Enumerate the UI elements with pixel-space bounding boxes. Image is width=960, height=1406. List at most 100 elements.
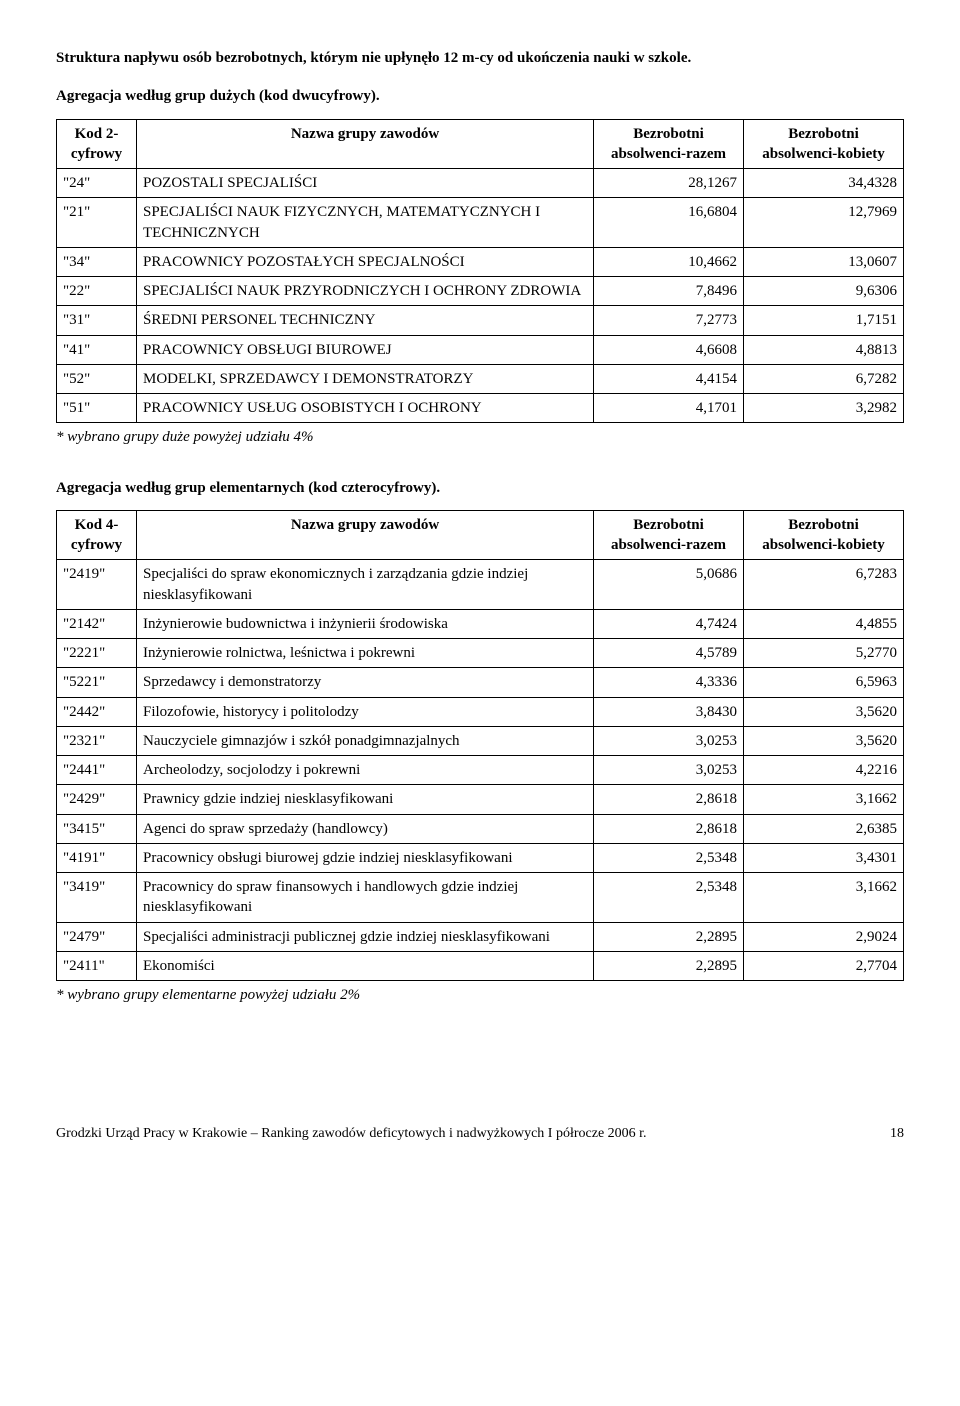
cell-name: Filozofowie, historycy i politolodzy [137, 697, 594, 726]
cell-code: "34" [57, 247, 137, 276]
cell-name: ŚREDNI PERSONEL TECHNICZNY [137, 306, 594, 335]
cell-name: Prawnicy gdzie indziej niesklasyfikowani [137, 785, 594, 814]
cell-code: "2221" [57, 639, 137, 668]
cell-razem: 4,5789 [594, 639, 744, 668]
table-row: "2441"Archeolodzy, socjolodzy i pokrewni… [57, 756, 904, 785]
cell-code: "4191" [57, 843, 137, 872]
table-2digit: Kod 2-cyfrowy Nazwa grupy zawodów Bezrob… [56, 119, 904, 424]
cell-code: "31" [57, 306, 137, 335]
cell-kobiety: 3,4301 [744, 843, 904, 872]
cell-code: "2321" [57, 726, 137, 755]
cell-razem: 5,0686 [594, 560, 744, 610]
cell-name: PRACOWNICY OBSŁUGI BIUROWEJ [137, 335, 594, 364]
cell-razem: 2,5348 [594, 843, 744, 872]
table-row: "24"POZOSTALI SPECJALIŚCI28,126734,4328 [57, 169, 904, 198]
cell-kobiety: 2,6385 [744, 814, 904, 843]
cell-razem: 10,4662 [594, 247, 744, 276]
cell-kobiety: 5,2770 [744, 639, 904, 668]
cell-kobiety: 2,7704 [744, 951, 904, 980]
cell-name: Specjaliści administracji publicznej gdz… [137, 922, 594, 951]
cell-kobiety: 13,0607 [744, 247, 904, 276]
table-row: "34"PRACOWNICY POZOSTAŁYCH SPECJALNOŚCI1… [57, 247, 904, 276]
table-row: "2142"Inżynierowie budownictwa i inżynie… [57, 609, 904, 638]
cell-name: PRACOWNICY POZOSTAŁYCH SPECJALNOŚCI [137, 247, 594, 276]
cell-code: "2479" [57, 922, 137, 951]
table-row: "2221"Inżynierowie rolnictwa, leśnictwa … [57, 639, 904, 668]
cell-name: SPECJALIŚCI NAUK PRZYRODNICZYCH I OCHRON… [137, 277, 594, 306]
table-row: "31"ŚREDNI PERSONEL TECHNICZNY7,27731,71… [57, 306, 904, 335]
cell-name: Sprzedawcy i demonstratorzy [137, 668, 594, 697]
cell-kobiety: 3,5620 [744, 697, 904, 726]
table-row: "2442"Filozofowie, historycy i politolod… [57, 697, 904, 726]
cell-razem: 3,0253 [594, 726, 744, 755]
cell-code: "3419" [57, 873, 137, 923]
cell-code: "21" [57, 198, 137, 248]
table-row: "2479"Specjaliści administracji publiczn… [57, 922, 904, 951]
table-row: "51"PRACOWNICY USŁUG OSOBISTYCH I OCHRON… [57, 394, 904, 423]
cell-razem: 3,8430 [594, 697, 744, 726]
table-row: "3415"Agenci do spraw sprzedaży (handlow… [57, 814, 904, 843]
footer-text: Grodzki Urząd Pracy w Krakowie – Ranking… [56, 1125, 647, 1144]
cell-code: "52" [57, 364, 137, 393]
cell-name: Nauczyciele gimnazjów i szkół ponadgimna… [137, 726, 594, 755]
cell-razem: 2,2895 [594, 922, 744, 951]
cell-kobiety: 4,2216 [744, 756, 904, 785]
cell-kobiety: 4,8813 [744, 335, 904, 364]
cell-kobiety: 3,1662 [744, 873, 904, 923]
cell-razem: 28,1267 [594, 169, 744, 198]
cell-kobiety: 6,7282 [744, 364, 904, 393]
table-row: "2429"Prawnicy gdzie indziej niesklasyfi… [57, 785, 904, 814]
cell-name: Inżynierowie rolnictwa, leśnictwa i pokr… [137, 639, 594, 668]
cell-razem: 2,8618 [594, 785, 744, 814]
cell-code: "5221" [57, 668, 137, 697]
th-code: Kod 4-cyfrowy [57, 510, 137, 560]
cell-kobiety: 3,2982 [744, 394, 904, 423]
cell-name: SPECJALIŚCI NAUK FIZYCZNYCH, MATEMATYCZN… [137, 198, 594, 248]
cell-razem: 2,8618 [594, 814, 744, 843]
cell-code: "2419" [57, 560, 137, 610]
cell-name: Specjaliści do spraw ekonomicznych i zar… [137, 560, 594, 610]
page-title: Struktura napływu osób bezrobotnych, któ… [56, 48, 904, 68]
table-row: "3419"Pracownicy do spraw finansowych i … [57, 873, 904, 923]
cell-razem: 4,3336 [594, 668, 744, 697]
table-row: "52"MODELKI, SPRZEDAWCY I DEMONSTRATORZY… [57, 364, 904, 393]
table-row: "2321"Nauczyciele gimnazjów i szkół pona… [57, 726, 904, 755]
cell-razem: 4,6608 [594, 335, 744, 364]
table-row: "2419"Specjaliści do spraw ekonomicznych… [57, 560, 904, 610]
cell-name: Pracownicy obsługi biurowej gdzie indzie… [137, 843, 594, 872]
cell-razem: 16,6804 [594, 198, 744, 248]
cell-kobiety: 6,5963 [744, 668, 904, 697]
th-name: Nazwa grupy zawodów [137, 510, 594, 560]
cell-razem: 7,2773 [594, 306, 744, 335]
cell-code: "41" [57, 335, 137, 364]
cell-razem: 7,8496 [594, 277, 744, 306]
th-kobiety: Bezrobotni absolwenci-kobiety [744, 119, 904, 169]
cell-name: Inżynierowie budownictwa i inżynierii śr… [137, 609, 594, 638]
cell-code: "2442" [57, 697, 137, 726]
cell-kobiety: 34,4328 [744, 169, 904, 198]
cell-code: "22" [57, 277, 137, 306]
section2-heading: Agregacja według grup elementarnych (kod… [56, 478, 904, 498]
section1-heading: Agregacja według grup dużych (kod dwucyf… [56, 86, 904, 106]
cell-name: Archeolodzy, socjolodzy i pokrewni [137, 756, 594, 785]
cell-code: "2429" [57, 785, 137, 814]
cell-kobiety: 12,7969 [744, 198, 904, 248]
cell-kobiety: 1,7151 [744, 306, 904, 335]
table-row: "41"PRACOWNICY OBSŁUGI BIUROWEJ4,66084,8… [57, 335, 904, 364]
cell-razem: 3,0253 [594, 756, 744, 785]
cell-name: POZOSTALI SPECJALIŚCI [137, 169, 594, 198]
cell-name: PRACOWNICY USŁUG OSOBISTYCH I OCHRONY [137, 394, 594, 423]
section1-footnote: * wybrano grupy duże powyżej udziału 4% [56, 427, 904, 447]
cell-kobiety: 4,4855 [744, 609, 904, 638]
cell-code: "3415" [57, 814, 137, 843]
page-footer: Grodzki Urząd Pracy w Krakowie – Ranking… [56, 1125, 904, 1144]
cell-name: Ekonomiści [137, 951, 594, 980]
cell-razem: 4,4154 [594, 364, 744, 393]
table-4digit: Kod 4-cyfrowy Nazwa grupy zawodów Bezrob… [56, 510, 904, 981]
footer-page: 18 [890, 1125, 904, 1144]
cell-name: Pracownicy do spraw finansowych i handlo… [137, 873, 594, 923]
cell-code: "51" [57, 394, 137, 423]
cell-kobiety: 6,7283 [744, 560, 904, 610]
table-row: "5221"Sprzedawcy i demonstratorzy4,33366… [57, 668, 904, 697]
cell-kobiety: 9,6306 [744, 277, 904, 306]
